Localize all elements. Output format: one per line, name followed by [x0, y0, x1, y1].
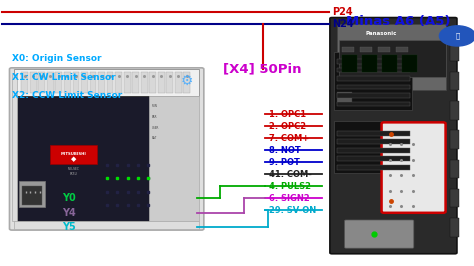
Bar — [21, 72, 28, 93]
Bar — [175, 72, 182, 93]
Bar — [337, 148, 410, 153]
Text: ERR: ERR — [152, 115, 158, 119]
Bar — [378, 47, 390, 52]
Bar — [337, 165, 410, 170]
FancyBboxPatch shape — [330, 18, 457, 254]
Bar — [73, 72, 79, 93]
Bar — [450, 101, 459, 120]
Text: Y4: Y4 — [62, 208, 75, 218]
Text: Panasonic: Panasonic — [365, 31, 397, 36]
Text: 2. OPC2: 2. OPC2 — [269, 122, 306, 131]
Text: N24: N24 — [332, 19, 354, 29]
Text: Y5: Y5 — [62, 222, 75, 232]
Bar — [337, 102, 410, 106]
Bar — [107, 72, 113, 93]
Bar — [50, 145, 97, 164]
Bar — [337, 68, 410, 72]
Bar — [334, 121, 412, 173]
Text: 29. SV-ON: 29. SV-ON — [269, 206, 317, 215]
Text: P24: P24 — [332, 7, 353, 17]
Bar — [382, 55, 397, 72]
Bar — [14, 221, 199, 229]
Bar — [64, 72, 71, 93]
Bar — [396, 47, 408, 52]
Text: USER: USER — [152, 126, 160, 130]
Text: FX5U: FX5U — [70, 172, 77, 176]
Bar — [98, 72, 105, 93]
Bar — [450, 218, 459, 237]
Bar — [337, 92, 352, 104]
Bar — [183, 72, 190, 93]
Text: 🔵: 🔵 — [456, 33, 459, 39]
Bar — [124, 72, 130, 93]
Bar — [132, 72, 139, 93]
Bar — [38, 72, 45, 93]
Bar — [337, 131, 410, 136]
Bar — [19, 181, 45, 207]
Circle shape — [439, 26, 474, 46]
Bar — [158, 72, 164, 93]
Bar — [450, 189, 459, 207]
Bar — [450, 130, 459, 149]
Bar — [450, 160, 459, 178]
Bar — [337, 85, 410, 89]
Bar — [12, 74, 17, 221]
Bar — [362, 55, 377, 72]
Bar — [337, 59, 410, 64]
Text: RUN: RUN — [152, 104, 158, 109]
Text: [X4] 50Pin: [X4] 50Pin — [223, 63, 301, 76]
Bar — [450, 72, 459, 90]
Bar — [339, 40, 446, 77]
Bar — [450, 43, 459, 61]
Bar — [149, 96, 199, 221]
Bar — [55, 72, 62, 93]
Text: BAT: BAT — [152, 136, 157, 140]
Text: 7. COM+: 7. COM+ — [269, 134, 310, 143]
Bar — [141, 72, 147, 93]
FancyBboxPatch shape — [345, 220, 414, 248]
Bar — [342, 55, 357, 72]
Bar — [115, 72, 122, 93]
Bar — [337, 93, 410, 98]
Bar — [14, 69, 199, 96]
FancyBboxPatch shape — [9, 68, 204, 230]
Text: X0: Origin Sensor: X0: Origin Sensor — [12, 54, 101, 63]
Text: 4. PULS2: 4. PULS2 — [269, 182, 311, 191]
Text: Y0: Y0 — [62, 193, 75, 203]
Bar — [337, 76, 410, 81]
Bar — [337, 139, 410, 144]
Text: X2: CCW Limit Sensor: X2: CCW Limit Sensor — [12, 91, 122, 100]
Bar — [149, 72, 156, 93]
Text: ⚙: ⚙ — [181, 74, 193, 88]
Text: ◆: ◆ — [71, 157, 76, 163]
Text: 9. POT: 9. POT — [269, 158, 300, 167]
Text: 6. SIGN2: 6. SIGN2 — [269, 194, 310, 203]
Bar — [90, 72, 96, 93]
Text: 8. NOT: 8. NOT — [269, 146, 301, 155]
Bar — [166, 72, 173, 93]
Text: 41. COM-: 41. COM- — [269, 170, 312, 179]
Bar — [342, 47, 354, 52]
Bar — [30, 72, 36, 93]
Bar — [337, 24, 446, 90]
Bar — [360, 47, 372, 52]
Text: X1: CW Limit Sensor: X1: CW Limit Sensor — [12, 73, 116, 82]
Text: 1. OPC1: 1. OPC1 — [269, 110, 306, 119]
Bar — [17, 96, 149, 221]
FancyBboxPatch shape — [382, 122, 446, 213]
Bar — [337, 156, 410, 161]
Text: MITSUBISHI: MITSUBISHI — [61, 152, 86, 156]
Bar — [334, 52, 412, 110]
Bar — [47, 72, 54, 93]
Bar — [81, 72, 88, 93]
Bar — [402, 55, 417, 72]
Text: Minas A6 (A5): Minas A6 (A5) — [346, 15, 450, 28]
Bar — [22, 186, 42, 205]
Text: MELSEC: MELSEC — [67, 167, 80, 171]
